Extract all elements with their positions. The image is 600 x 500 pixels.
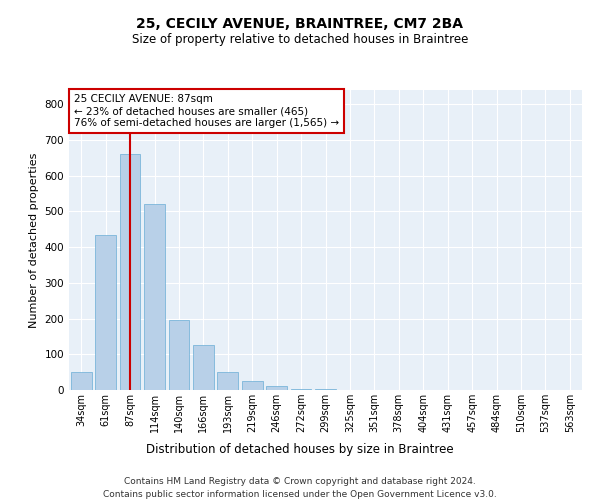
Bar — [290, 389, 311, 390]
Bar — [95, 234, 116, 390]
Y-axis label: Number of detached properties: Number of detached properties — [29, 152, 39, 328]
Text: Distribution of detached houses by size in Braintree: Distribution of detached houses by size … — [146, 442, 454, 456]
Bar — [71, 372, 92, 390]
Bar — [266, 386, 287, 390]
Text: Contains public sector information licensed under the Open Government Licence v3: Contains public sector information licen… — [103, 490, 497, 499]
Bar — [169, 320, 190, 390]
Bar — [193, 346, 214, 390]
Bar — [242, 381, 263, 390]
Bar — [217, 372, 238, 390]
Text: Size of property relative to detached houses in Braintree: Size of property relative to detached ho… — [132, 32, 468, 46]
Bar — [119, 154, 140, 390]
Text: Contains HM Land Registry data © Crown copyright and database right 2024.: Contains HM Land Registry data © Crown c… — [124, 478, 476, 486]
Bar — [144, 204, 165, 390]
Text: 25, CECILY AVENUE, BRAINTREE, CM7 2BA: 25, CECILY AVENUE, BRAINTREE, CM7 2BA — [137, 18, 464, 32]
Text: 25 CECILY AVENUE: 87sqm
← 23% of detached houses are smaller (465)
76% of semi-d: 25 CECILY AVENUE: 87sqm ← 23% of detache… — [74, 94, 339, 128]
